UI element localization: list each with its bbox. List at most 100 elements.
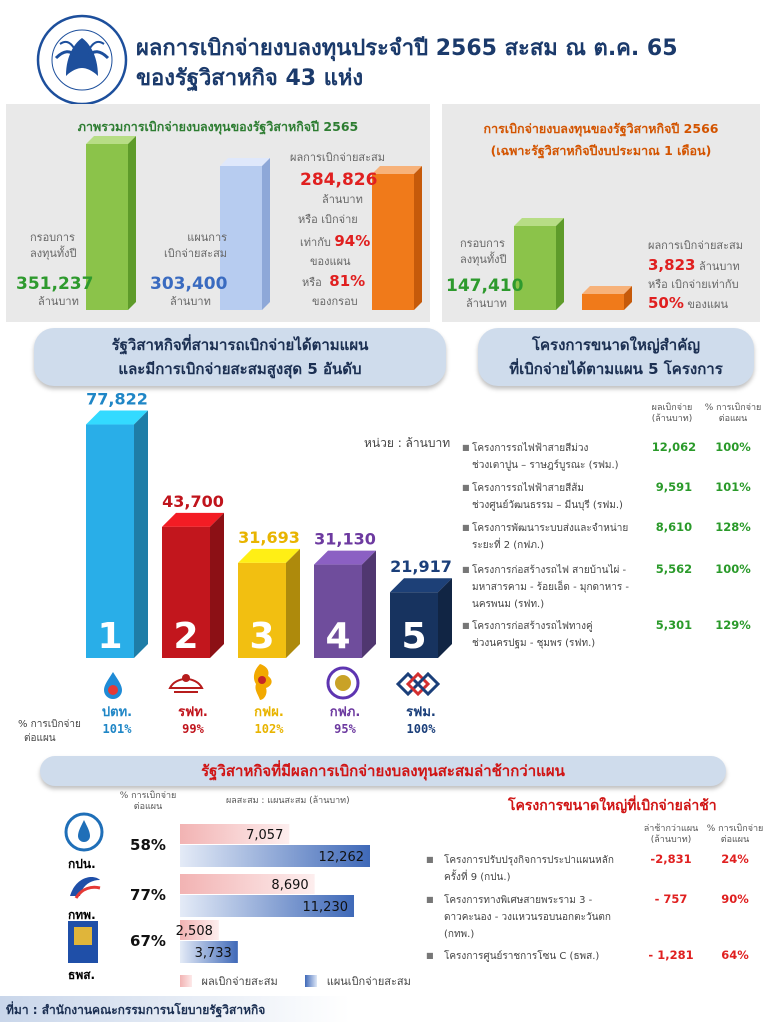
- top5-value-label: 21,917: [390, 557, 452, 576]
- rank-number: 1: [97, 616, 122, 657]
- projects-heading-pill: โครงการขนาดใหญ่สำคัญ ที่เบิกจ่ายได้ตามแผน…: [478, 328, 754, 386]
- plan-pct: 94%: [334, 232, 371, 250]
- egat-logo: [248, 662, 278, 702]
- org-pct: 101%: [103, 722, 133, 736]
- org-name: รฟท.: [178, 705, 208, 720]
- frame-pct: 81%: [329, 272, 366, 290]
- project-value: 9,591: [655, 480, 693, 494]
- top5-bar-5: [390, 578, 452, 658]
- top5-pct-label: % การเบิกจ่าย ต่อแผน: [18, 719, 81, 744]
- delayed-col-value: ผลสะสม : แผนสะสม (ล้านบาท): [226, 796, 350, 806]
- projects-late-col-pct: % การเบิกจ่าย ต่อแผน: [706, 824, 764, 845]
- project-pct: 100%: [715, 440, 751, 454]
- plan-bar: [180, 895, 355, 917]
- exat-logo: [66, 870, 104, 904]
- srt-logo: [166, 666, 206, 702]
- project-pct: 129%: [715, 618, 751, 632]
- overview-2565-bars: [86, 136, 422, 310]
- legend-result-swatch: [180, 975, 192, 987]
- legend-result-label: ผลเบิกจ่ายสะสม: [201, 975, 278, 988]
- dad-logo: [68, 921, 98, 963]
- rank-number: 4: [325, 616, 350, 657]
- result-unit: ล้านบาท: [322, 193, 363, 206]
- org-name: รฟม.: [406, 705, 436, 720]
- result-value: 284,826: [300, 170, 378, 190]
- org-pct: 99%: [182, 722, 204, 736]
- result-2566-pct: 50%: [648, 294, 684, 312]
- top5-value-label: 43,700: [162, 492, 224, 511]
- org-pct: 102%: [255, 722, 285, 736]
- org-name: กฟผ.: [254, 705, 284, 720]
- bullet-icon: ■: [426, 855, 434, 864]
- bullet-icon: ■: [462, 565, 470, 574]
- bullet-icon: ■: [426, 951, 434, 960]
- plan-value: 3,733: [195, 946, 232, 961]
- delayed-pct: 58%: [130, 836, 166, 854]
- top5-value-label: 31,130: [314, 530, 376, 549]
- result-or-pay: หรือ เบิกจ่าย: [298, 213, 358, 226]
- legend: ผลเบิกจ่ายสะสม แผนเบิกจ่ายสะสม: [180, 972, 411, 990]
- dad-name: ธพส.: [68, 968, 96, 982]
- result-2566-line: 3,823 ล้านบาท: [648, 256, 740, 274]
- result-2566-label: ผลการเบิกจ่ายสะสม: [648, 239, 743, 252]
- overview-2566-title: การเบิกจ่ายงบลงทุนของรัฐวิสาหกิจปี 2566 …: [483, 121, 719, 158]
- plan-label: แผนการ เบิกจ่ายสะสม: [164, 231, 228, 260]
- logo: [36, 14, 128, 106]
- ptt-logo: [98, 670, 128, 700]
- frame-label: กรอบการ ลงทุนทั้งปี: [30, 231, 77, 260]
- overview-2566-bars: [514, 218, 632, 310]
- bullet-icon: ■: [462, 621, 470, 630]
- frame-unit: ล้านบาท: [38, 295, 79, 308]
- legend-plan-swatch: [305, 975, 318, 987]
- bullet-icon: ■: [426, 895, 434, 904]
- bullet-icon: ■: [462, 523, 470, 532]
- projects-late-title: โครงการขนาดใหญ่ที่เบิกจ่ายล่าช้า: [508, 798, 717, 814]
- overview-2565-title: ภาพรวมการเบิกจ่ายงบลงทุนของรัฐวิสาหกิจปี…: [77, 119, 359, 134]
- pea-logo: [326, 666, 360, 700]
- plan-bar: [180, 941, 238, 963]
- frame-value: 351,237: [16, 274, 94, 294]
- page-title: ผลการเบิกจ่ายงบลงทุนประจำปี 2565 สะสม ณ …: [136, 36, 678, 61]
- top5-bar-1: [86, 410, 148, 658]
- rank-number: 3: [249, 616, 274, 657]
- bullet-icon: ■: [462, 443, 470, 452]
- page-subtitle: ของรัฐวิสาหกิจ 43 แห่ง: [136, 66, 364, 91]
- top5-heading-pill: รัฐวิสาหกิจที่สามารถเบิกจ่ายได้ตามแผน และ…: [34, 328, 446, 386]
- project-pct: 24%: [721, 852, 749, 866]
- mwa-name: กปน.: [68, 857, 96, 871]
- org-pct: 95%: [334, 722, 356, 736]
- result-value: 7,057: [246, 828, 283, 843]
- plan-value: 303,400: [150, 274, 228, 294]
- result-frame-pct-line: หรือ 81%: [302, 272, 366, 290]
- mrta-logo: [395, 671, 441, 697]
- unit-note: หน่วย : ล้านบาท: [364, 436, 451, 450]
- result-2566-value: 3,823: [648, 256, 696, 274]
- legend-plan-label: แผนเบิกจ่ายสะสม: [326, 975, 411, 988]
- top5-bar-3: [238, 548, 300, 658]
- of-frame: ของกรอบ: [312, 295, 358, 308]
- footer-source: ที่มา : สำนักงานคณะกรรมการนโยบายรัฐวิสาห…: [6, 1003, 266, 1017]
- frame-2566-value: 147,410: [446, 276, 524, 296]
- delayed-pct: 77%: [130, 886, 166, 904]
- rank-number: 2: [173, 616, 198, 657]
- result-value: 2,508: [176, 924, 213, 939]
- result-bar: [180, 920, 219, 940]
- exat-name: กทพ.: [68, 908, 96, 922]
- result-value: 8,690: [271, 878, 308, 893]
- footer-bar: [0, 996, 350, 1022]
- mwa-logo: [64, 812, 104, 852]
- org-name: กฟภ.: [330, 705, 361, 720]
- rank-number: 5: [401, 616, 426, 657]
- result-2566-equal: หรือ เบิกจ่ายเท่ากับ: [648, 278, 739, 291]
- top5-bar-4: [314, 550, 376, 658]
- project-value: 12,062: [651, 440, 697, 454]
- plan-unit: ล้านบาท: [170, 295, 211, 308]
- project-value: -2,831: [650, 852, 692, 866]
- top5-bar-2: [162, 512, 224, 658]
- bullet-icon: ■: [462, 483, 470, 492]
- overview-2566-panel: [442, 104, 760, 322]
- delayed-col-pct: % การเบิกจ่าย ต่อแผน: [119, 791, 177, 812]
- plan-value: 11,230: [303, 900, 349, 915]
- result-bar: [180, 874, 315, 894]
- top5-value-label: 31,693: [238, 528, 300, 547]
